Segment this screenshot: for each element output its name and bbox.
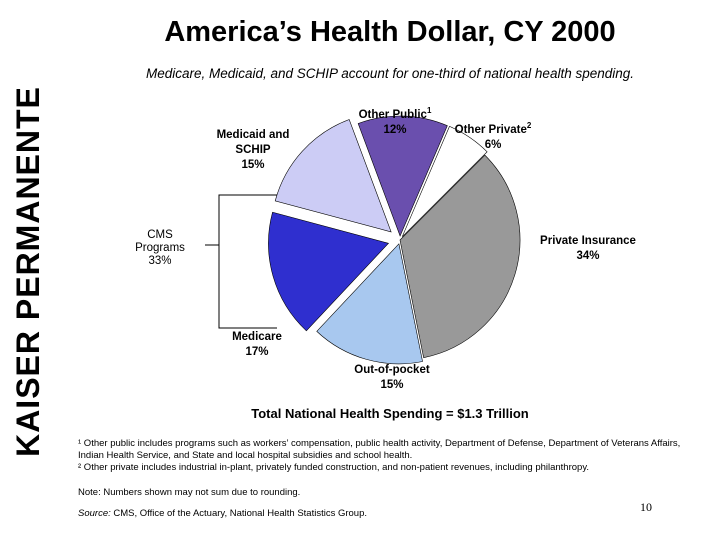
total-spending-label: Total National Health Spending = $1.3 Tr…	[251, 406, 529, 421]
footnote-2: ² Other private includes industrial in-p…	[78, 462, 590, 473]
source-prefix: Source:	[78, 508, 111, 519]
slice-label-other-public: Other Public1 12%	[359, 106, 432, 136]
cms-bracket-line	[205, 194, 277, 329]
source-line: Source: CMS, Office of the Actuary, Nati…	[78, 508, 367, 519]
pie-slice-other-private	[401, 125, 488, 237]
slide-subtitle: Medicare, Medicaid, and SCHIP account fo…	[145, 66, 635, 81]
slide-title: America’s Health Dollar, CY 2000	[164, 16, 616, 48]
slice-label-medicare: Medicare 17%	[232, 331, 282, 358]
slice-label-out-of-pocket: Out-of-pocket 15%	[354, 364, 430, 391]
pie-slice-private-insurance	[399, 154, 521, 359]
footnotes: ¹ Other public includes programs such as…	[78, 438, 698, 474]
slice-label-other-private: Other Private2 6%	[455, 121, 532, 151]
rounding-note: Note: Numbers shown may not sum due to r…	[78, 487, 301, 498]
source-text: CMS, Office of the Actuary, National Hea…	[110, 508, 368, 519]
pie-slices	[268, 115, 521, 365]
pie-labels: Medicaid and SCHIP 15% Other Public1 12% Othe…	[135, 106, 636, 391]
pie-slice-medicaid-and-schip	[274, 119, 392, 233]
pie-slice-medicare	[268, 211, 390, 332]
page-number: 10	[640, 500, 652, 514]
pie-slice-other-public	[357, 115, 448, 237]
cms-programs-label: CMS Programs 33%	[135, 229, 185, 267]
pie-slice-out-of-pocket	[316, 243, 423, 365]
cms-bracket	[205, 194, 277, 329]
slice-label-medicaid-and-schip: Medicaid and SCHIP 15%	[217, 129, 290, 171]
slice-label-private-insurance: Private Insurance 34%	[540, 235, 636, 262]
footnote-1: ¹ Other public includes programs such as…	[78, 438, 681, 461]
